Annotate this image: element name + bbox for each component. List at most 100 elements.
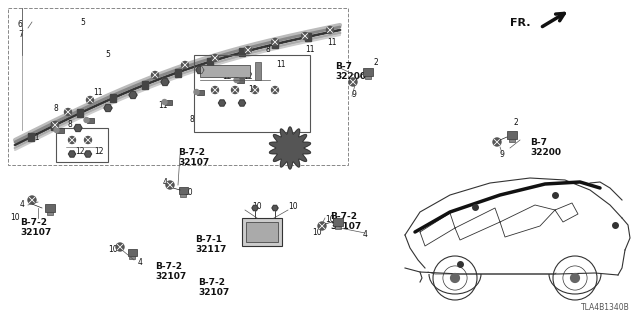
- Bar: [56, 128, 108, 162]
- Circle shape: [116, 243, 124, 251]
- Text: 8: 8: [190, 115, 195, 124]
- Bar: [142, 81, 148, 89]
- Text: 12: 12: [94, 147, 104, 156]
- Text: 11: 11: [158, 101, 168, 110]
- Bar: [77, 109, 83, 117]
- Circle shape: [182, 61, 189, 68]
- Bar: [180, 194, 186, 196]
- Circle shape: [54, 127, 59, 132]
- Circle shape: [84, 117, 89, 123]
- Text: 2: 2: [513, 118, 518, 127]
- Circle shape: [211, 54, 218, 61]
- Circle shape: [166, 181, 174, 189]
- Circle shape: [349, 78, 357, 86]
- Bar: [51, 122, 57, 130]
- Bar: [196, 90, 204, 94]
- Text: B-7
32200: B-7 32200: [530, 138, 561, 157]
- Text: 4: 4: [363, 230, 368, 239]
- Bar: [45, 204, 55, 212]
- Text: 11: 11: [30, 133, 40, 142]
- Bar: [28, 133, 35, 141]
- Text: 5: 5: [105, 50, 110, 59]
- Bar: [365, 76, 371, 79]
- Text: 11: 11: [93, 88, 102, 97]
- Bar: [200, 65, 250, 77]
- Polygon shape: [84, 151, 92, 157]
- Text: 3: 3: [243, 222, 248, 231]
- Text: 7: 7: [18, 30, 23, 39]
- Bar: [164, 100, 172, 105]
- Bar: [179, 187, 188, 194]
- Text: 6: 6: [18, 20, 23, 29]
- Polygon shape: [272, 205, 278, 211]
- Bar: [305, 33, 310, 41]
- Text: B-7-2
32107: B-7-2 32107: [178, 148, 209, 167]
- Bar: [56, 127, 63, 132]
- Polygon shape: [252, 205, 258, 211]
- Circle shape: [84, 137, 92, 143]
- Circle shape: [301, 33, 308, 39]
- Bar: [333, 218, 343, 226]
- Circle shape: [326, 27, 333, 34]
- Polygon shape: [218, 100, 225, 106]
- Text: 11: 11: [248, 85, 257, 94]
- Circle shape: [571, 274, 579, 282]
- Text: 4: 4: [163, 178, 168, 187]
- Circle shape: [234, 77, 239, 83]
- Circle shape: [86, 97, 93, 103]
- Text: B-7-2
32107: B-7-2 32107: [20, 218, 51, 237]
- Text: 5: 5: [80, 18, 85, 27]
- Text: 4: 4: [20, 200, 25, 209]
- Bar: [335, 226, 341, 229]
- Text: B-7
32200: B-7 32200: [335, 62, 366, 81]
- Circle shape: [451, 274, 460, 282]
- Polygon shape: [239, 100, 246, 106]
- Bar: [47, 212, 53, 215]
- Bar: [272, 40, 278, 48]
- Circle shape: [493, 138, 501, 146]
- Polygon shape: [269, 127, 310, 169]
- Text: 9: 9: [352, 90, 357, 99]
- Text: 11: 11: [327, 38, 337, 47]
- Circle shape: [194, 90, 199, 94]
- Bar: [109, 94, 115, 102]
- Text: 12: 12: [222, 72, 232, 81]
- Circle shape: [271, 86, 278, 93]
- Circle shape: [65, 108, 72, 116]
- Circle shape: [252, 86, 259, 93]
- Polygon shape: [161, 78, 169, 85]
- Circle shape: [162, 100, 167, 105]
- Bar: [363, 68, 373, 76]
- Bar: [242, 218, 282, 246]
- Text: FR.: FR.: [510, 18, 531, 28]
- Text: 10: 10: [252, 202, 262, 211]
- Text: 10: 10: [288, 202, 298, 211]
- Text: 10: 10: [108, 245, 118, 254]
- Text: 8: 8: [54, 104, 59, 113]
- Text: 8: 8: [67, 120, 72, 129]
- Text: 12: 12: [243, 72, 253, 81]
- Bar: [237, 77, 243, 83]
- Text: 10: 10: [10, 213, 20, 222]
- Polygon shape: [196, 67, 204, 74]
- Bar: [175, 68, 180, 76]
- Text: B-7-2
32107: B-7-2 32107: [155, 262, 186, 281]
- Polygon shape: [104, 105, 112, 111]
- Text: B-7-2
32107: B-7-2 32107: [198, 278, 229, 297]
- Bar: [86, 117, 93, 123]
- Text: B-7-1
32117: B-7-1 32117: [195, 235, 227, 254]
- Bar: [194, 55, 310, 132]
- Bar: [255, 62, 261, 80]
- Bar: [507, 131, 517, 139]
- Circle shape: [152, 71, 159, 78]
- Bar: [8, 8, 348, 165]
- Text: B-7-2
32107: B-7-2 32107: [330, 212, 361, 231]
- Bar: [207, 58, 213, 66]
- Text: 9: 9: [500, 150, 505, 159]
- Text: 1: 1: [278, 145, 283, 154]
- Circle shape: [232, 86, 239, 93]
- Circle shape: [271, 38, 278, 45]
- Bar: [509, 139, 515, 142]
- Circle shape: [211, 86, 218, 93]
- Text: 11: 11: [276, 60, 285, 69]
